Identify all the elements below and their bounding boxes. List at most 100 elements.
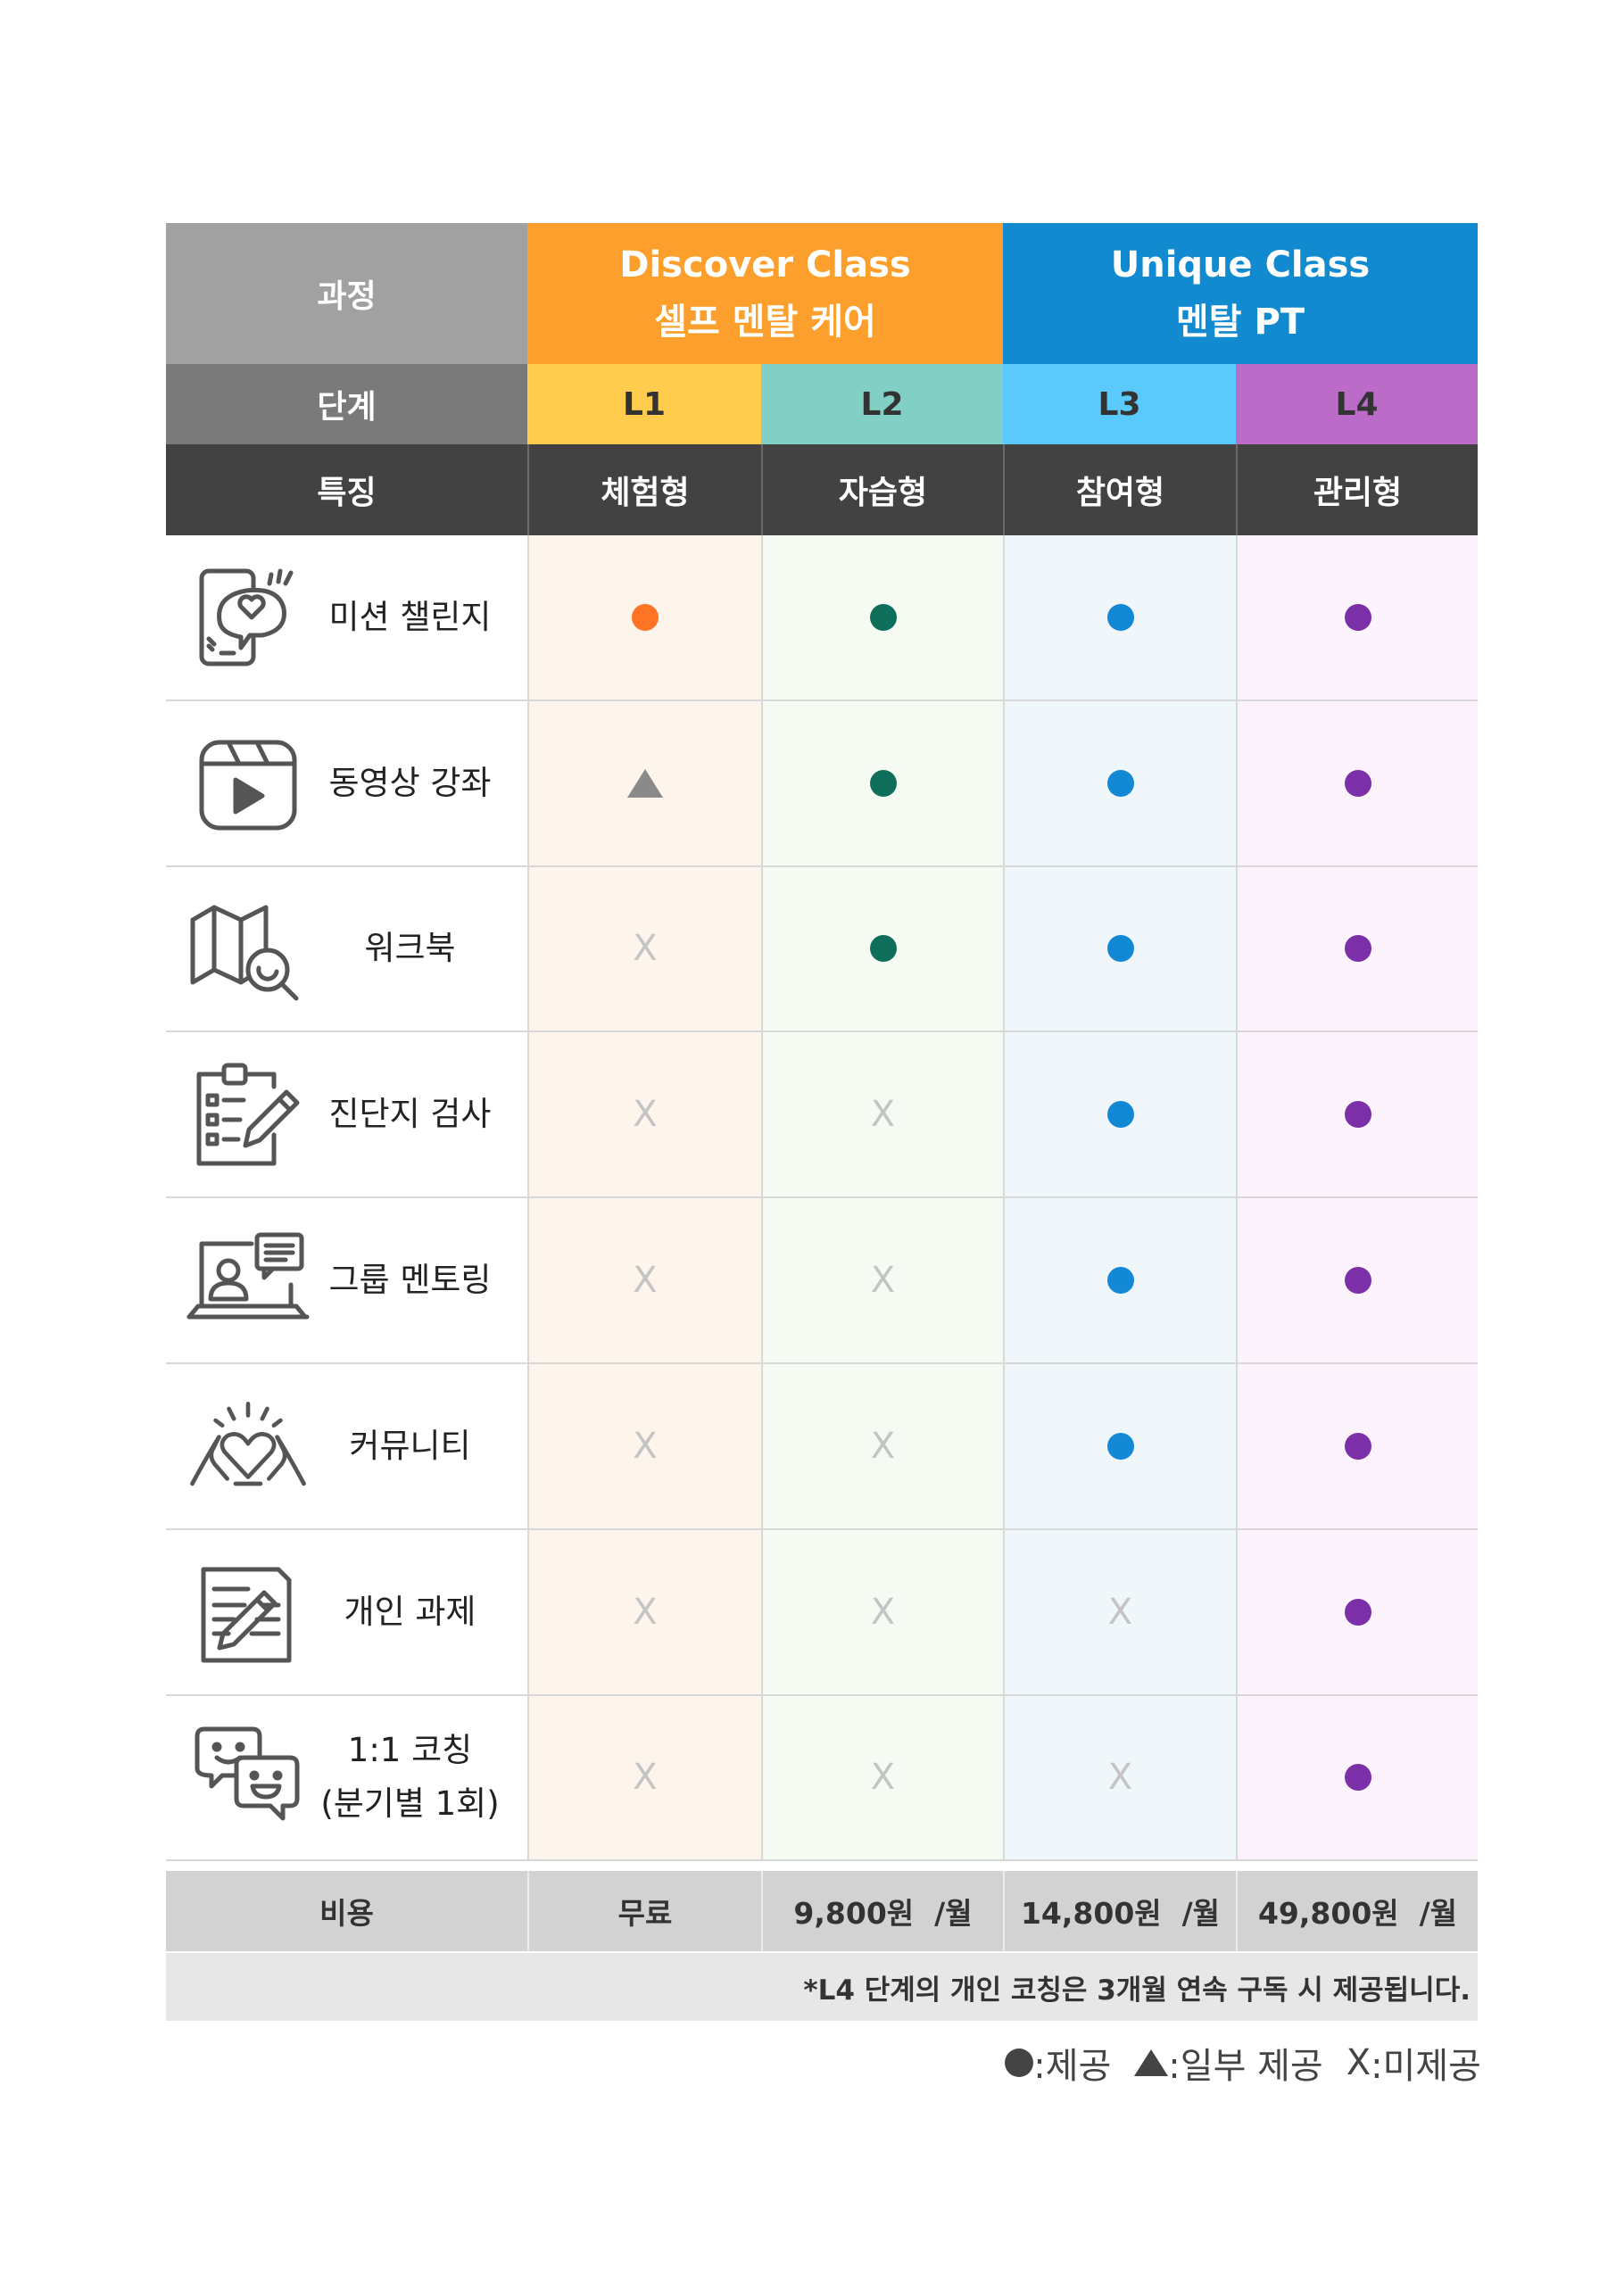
map-search-icon: [186, 890, 311, 1006]
provided-dot-icon: [1344, 769, 1371, 797]
price-cell-l4: 49,800원 /월: [1236, 1871, 1478, 1951]
course-header: 과정: [166, 223, 527, 364]
type-cell-l2: 자습형: [761, 444, 1003, 535]
feature-label: 1:1 코칭 (분기별 1회): [311, 1724, 527, 1831]
provided-dot-icon: [1344, 1267, 1371, 1295]
feature-row-label: 동영상 강좌: [166, 701, 527, 867]
matrix-cell-l1: X: [527, 1364, 761, 1530]
feature-row-label: 워크북: [166, 867, 527, 1033]
discover-class-header: Discover Class 셀프 멘탈 케어: [527, 223, 1003, 364]
feature-row-label: 진단지 검사: [166, 1032, 527, 1199]
provided-dot-icon: [632, 603, 659, 631]
not-provided-x-icon: X: [633, 1260, 658, 1302]
feature-label-text: 동영상 강좌: [328, 763, 492, 802]
legend: :제공 :일부 제공 X :미제공: [982, 2036, 1481, 2090]
price-label-cell: 비용: [166, 1871, 527, 1951]
level-cell-l3: L3: [1003, 364, 1236, 444]
feature-label: 진단지 검사: [311, 1088, 527, 1141]
feature-label: 미션 챌린지: [311, 591, 527, 644]
feature-row-label: 커뮤니티: [166, 1364, 527, 1530]
provided-dot-icon: [869, 769, 897, 797]
matrix-cell-l4: [1236, 1032, 1478, 1199]
feature-label: 특징: [317, 475, 377, 511]
price-value-l2: 9,800원 /월: [793, 1896, 973, 1931]
matrix-cell-l2: X: [761, 1695, 1003, 1862]
laptop-mentor-icon: [186, 1222, 311, 1338]
unique-class-header: Unique Class 멘탈 PT: [1003, 223, 1478, 364]
provided-dot-icon: [869, 935, 897, 963]
feature-label-text: 미션 챌린지: [328, 597, 492, 636]
level-cell-l4: L4: [1236, 364, 1478, 444]
matrix-cell-l4: [1236, 1695, 1478, 1862]
type-label-l1: 체험형: [601, 475, 690, 511]
note-text: *L4 단계의 개인 코칭은 3개월 연속 구독 시 제공됩니다.: [803, 1974, 1471, 2007]
provided-dot-icon: [1344, 935, 1371, 963]
feature-label-text: 워크북: [364, 929, 456, 968]
type-label-l3: 참여형: [1075, 475, 1165, 511]
matrix-cell-l1: X: [527, 866, 761, 1033]
matrix-cell-l3: [1003, 1198, 1236, 1364]
discover-class-title: Discover Class: [619, 244, 911, 286]
feature-label: 개인 과제: [311, 1585, 527, 1639]
provided-dot-icon: [1344, 603, 1371, 631]
matrix-cell-l2: [761, 700, 1003, 867]
provided-dot-icon: [1106, 1267, 1134, 1295]
legend-dot-label: :제공: [1033, 2046, 1112, 2087]
provided-dot-icon: [1106, 603, 1134, 631]
phone-heart-icon: [186, 559, 311, 675]
matrix-cell-l2: X: [761, 1529, 1003, 1696]
price-value-l3: 14,800원 /월: [1020, 1896, 1221, 1931]
type-cell-l4: 관리형: [1236, 444, 1478, 535]
feature-label: 동영상 강좌: [311, 757, 527, 810]
not-provided-x-icon: X: [633, 928, 658, 970]
price-value-l4: 49,800원 /월: [1257, 1896, 1458, 1931]
feature-label: 그룹 멘토링: [311, 1254, 527, 1307]
stage-header: 단계: [166, 364, 527, 444]
not-provided-x-icon: X: [870, 1094, 896, 1136]
discover-class-subtitle: 셀프 멘탈 케어: [654, 302, 876, 343]
not-provided-x-icon: X: [633, 1094, 658, 1136]
not-provided-x-icon: X: [870, 1425, 896, 1467]
level-cell-l1: L1: [527, 364, 761, 444]
matrix-cell-l3: X: [1003, 1529, 1236, 1696]
price-cell-l1: 무료: [527, 1871, 761, 1951]
provided-dot-icon: [1106, 1101, 1134, 1129]
price-label: 비용: [319, 1896, 374, 1931]
feature-label-text: 진단지 검사: [328, 1095, 492, 1134]
matrix-cell-l3: [1003, 535, 1236, 701]
matrix-cell-l1: X: [527, 1529, 761, 1696]
unique-class-subtitle: 멘탈 PT: [1175, 302, 1305, 343]
feature-label-text: 커뮤니티: [349, 1426, 471, 1465]
matrix-cell-l1: [527, 700, 761, 867]
not-provided-x-icon: X: [870, 1591, 896, 1633]
matrix-cell-l3: X: [1003, 1695, 1236, 1862]
feature-label-text: 그룹 멘토링: [328, 1261, 492, 1300]
not-provided-x-icon: X: [1107, 1591, 1133, 1633]
document-pen-icon: [186, 1554, 311, 1670]
provided-dot-icon: [1106, 935, 1134, 963]
legend-triangle-icon: [1134, 2049, 1169, 2076]
legend-dot-icon: [1005, 2048, 1034, 2077]
matrix-cell-l4: [1236, 1529, 1478, 1696]
price-cell-l2: 9,800원 /월: [761, 1871, 1003, 1951]
chat-faces-icon: [186, 1719, 311, 1835]
level-label-l4: L4: [1335, 385, 1379, 423]
matrix-cell-l3: [1003, 1364, 1236, 1530]
matrix-cell-l4: [1236, 700, 1478, 867]
matrix-cell-l1: [527, 535, 761, 701]
not-provided-x-icon: X: [870, 1757, 896, 1799]
feature-row-label: 미션 챌린지: [166, 535, 527, 701]
matrix-cell-l4: [1236, 535, 1478, 701]
matrix-cell-l3: [1003, 1032, 1236, 1199]
feature-label: 워크북: [311, 922, 527, 975]
not-provided-x-icon: X: [633, 1425, 658, 1467]
legend-triangle-label: :일부 제공: [1168, 2046, 1323, 2087]
matrix-cell-l2: [761, 535, 1003, 701]
note-row: *L4 단계의 개인 코칭은 3개월 연속 구독 시 제공됩니다.: [166, 1951, 1478, 2021]
matrix-cell-l2: [761, 866, 1003, 1033]
feature-header: 특징: [166, 444, 527, 535]
provided-dot-icon: [1106, 1432, 1134, 1460]
level-label-l2: L2: [860, 385, 904, 423]
feature-label-text: 개인 과제: [344, 1592, 476, 1631]
level-label-l3: L3: [1098, 385, 1141, 423]
